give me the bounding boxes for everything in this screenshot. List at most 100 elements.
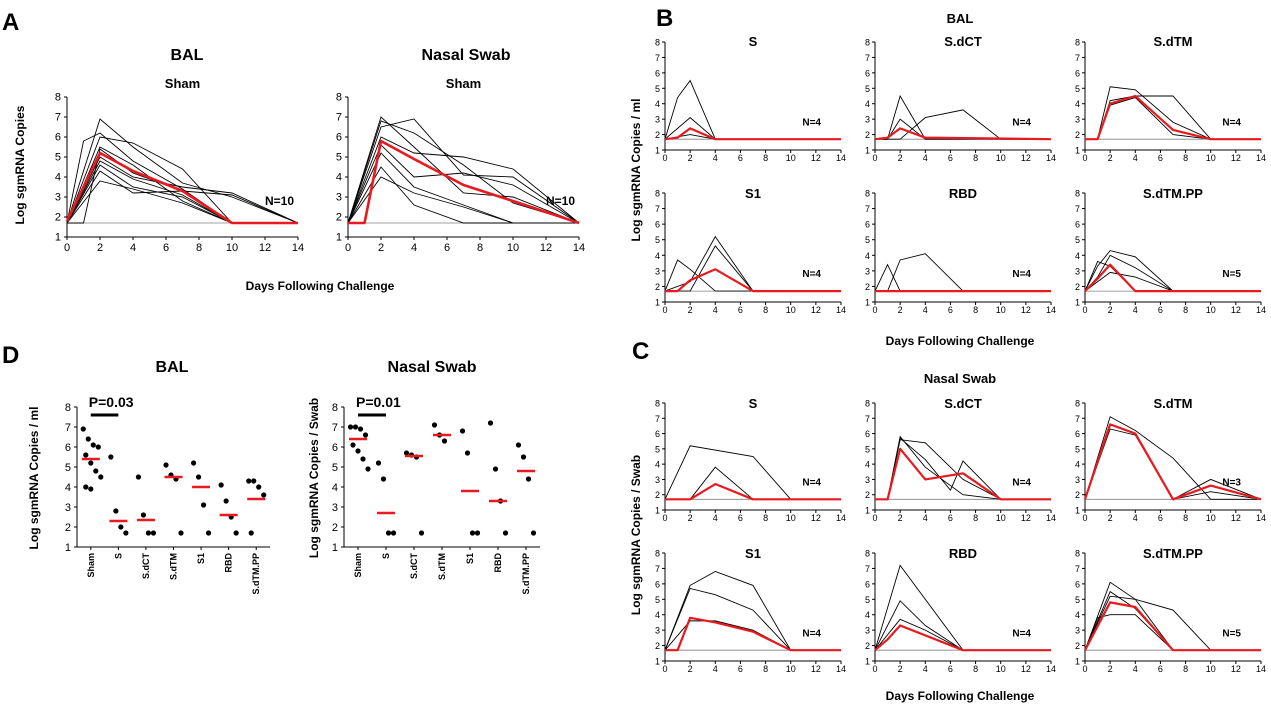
d-bal-y-tick-label: 4: [65, 482, 71, 494]
a-bal-y-tick-label: 6: [55, 132, 61, 144]
d-ns-data-point: [418, 530, 425, 536]
c-title: Nasal Swab: [924, 371, 996, 386]
c-sdtm-x-tick-label: 0: [1082, 513, 1087, 523]
b-s1-y-tick-label: 3: [655, 266, 660, 276]
c-sdct-y-tick-label: 5: [865, 444, 870, 454]
d-bal-data-point: [246, 478, 252, 484]
b-sdtm-mean-line: [1085, 94, 1261, 141]
d-ns-data-point: [474, 530, 481, 536]
c-sdtm-n-label: N=3: [1222, 478, 1241, 489]
b-rbd-x-tick-label: 0: [872, 305, 877, 315]
c-s-n-label: N=4: [802, 478, 821, 489]
c-sdtmpp-y-tick-label: 4: [1075, 610, 1080, 620]
b-s1-x-tick-label: 0: [662, 305, 667, 315]
c-sdct-animal-line: [875, 437, 1051, 500]
c-s1-x-tick-label: 12: [811, 664, 821, 674]
c-s-y-tick-label: 4: [655, 460, 660, 470]
b-rbd-y-tick-label: 2: [865, 282, 870, 292]
c-sdct-y-tick-label: 1: [865, 506, 870, 516]
b-rbd-y-tick-label: 4: [865, 251, 870, 261]
a-ns-y-tick-label: 8: [336, 92, 342, 104]
b-s1-mean-line: [665, 268, 841, 293]
c-s-x-tick-label: 10: [786, 513, 796, 523]
d-bal-data-point: [200, 502, 207, 508]
c-sdct-y-tick-label: 4: [865, 460, 870, 470]
d-ns-data-point: [469, 530, 476, 536]
c-s-x-tick-label: 8: [763, 513, 768, 523]
c-sdct-title: S.dCT: [944, 396, 982, 411]
b-sdct-x-tick-label: 0: [872, 153, 877, 163]
c-sdtmpp-x-tick-label: 12: [1231, 664, 1241, 674]
c-s-x-tick-label: 0: [662, 513, 667, 523]
d-ns-data-point: [487, 420, 494, 426]
d-bal-data-point: [261, 492, 267, 498]
d-ns-data-point: [350, 442, 356, 448]
d-ns-y-tick-label: 1: [332, 542, 338, 554]
b-sdtm-y-tick-label: 6: [1075, 68, 1080, 78]
c-sdtm-x-tick-label: 4: [1133, 513, 1138, 523]
d-ns-data-point: [352, 424, 359, 430]
b-s1-y-tick-label: 5: [655, 235, 660, 245]
c-sdtm-x-tick-label: 6: [1158, 513, 1163, 523]
d-ns-data-point: [459, 428, 466, 434]
c-sdtmpp-mean-line: [1084, 601, 1261, 652]
b-s-y-tick-label: 1: [655, 146, 660, 156]
a-ns-n-label: N=10: [546, 194, 575, 208]
c-s1-y-tick-label: 3: [655, 626, 660, 636]
c-rbd-x-tick-label: 14: [1046, 664, 1056, 674]
c-s1-animal-line: [664, 587, 841, 651]
b-s-x-tick-label: 8: [763, 153, 768, 163]
b-sdtmpp-y-tick-label: 4: [1075, 251, 1080, 261]
b-rbd-x-tick-label: 14: [1046, 305, 1056, 315]
a-bal-y-tick-label: 2: [55, 212, 61, 224]
a-ylabel: Log sgmRNA Copies: [13, 105, 27, 224]
c-s1-y-tick-label: 7: [655, 564, 660, 574]
c-rbd-y-tick-label: 5: [865, 595, 870, 605]
d-ns-data-point: [375, 460, 382, 466]
a-ns-animal-line: [347, 176, 579, 224]
b-sdtm-x-tick-label: 10: [1206, 153, 1216, 163]
d-bal-category-label: S.dTM: [169, 553, 179, 580]
a-bal-x-tick-label: 6: [163, 242, 169, 254]
b-rbd-x-tick-label: 6: [948, 305, 953, 315]
c-sdtm-y-tick-label: 2: [1075, 490, 1080, 500]
a-ns-y-tick-label: 7: [336, 112, 342, 124]
b-rbd-x-tick-label: 8: [973, 305, 978, 315]
c-s1-y-tick-label: 2: [655, 641, 660, 651]
c-sdct-x-tick-label: 12: [1021, 513, 1031, 523]
b-sdtm-y-tick-label: 7: [1075, 53, 1080, 63]
a-ns-animal-line: [347, 136, 580, 224]
b-s-x-tick-label: 12: [811, 153, 821, 163]
c-sdct-y-tick-label: 6: [865, 429, 870, 439]
b-rbd-y-tick-label: 5: [865, 235, 870, 245]
a-ns-y-tick-label: 6: [336, 132, 342, 144]
a-bal-x-tick-label: 12: [259, 242, 271, 254]
c-sdct-y-tick-label: 7: [865, 414, 870, 424]
c-sdct-x-tick-label: 10: [996, 513, 1006, 523]
b-s1-y-tick-label: 4: [655, 251, 660, 261]
c-rbd-x-tick-label: 10: [996, 664, 1006, 674]
b-s-y-tick-label: 8: [655, 38, 660, 48]
d-bal-data-point: [88, 460, 94, 466]
b-s1-n-label: N=4: [802, 269, 821, 280]
c-sdct-y-tick-label: 3: [865, 475, 870, 485]
b-s-y-tick-label: 5: [655, 84, 660, 94]
c-s-x-tick-label: 12: [811, 513, 821, 523]
c-sdtm-x-tick-label: 14: [1256, 513, 1266, 523]
b-sdct-x-tick-label: 6: [948, 153, 953, 163]
a-ns-y-tick-label: 2: [336, 212, 342, 224]
c-sdtmpp-animal-line: [1084, 595, 1261, 651]
b-s1-y-tick-label: 8: [655, 189, 660, 199]
a-bal-y-tick-label: 8: [55, 92, 61, 104]
b-sdtm-y-tick-label: 3: [1075, 115, 1080, 125]
d-bal-data-point: [195, 474, 202, 480]
d-bal-data-point: [248, 530, 254, 536]
c-s1-mean-line: [665, 616, 841, 652]
a-title-nasal: Nasal Swab: [422, 47, 511, 64]
b-title: BAL: [947, 11, 974, 26]
c-s1-y-tick-label: 1: [655, 657, 660, 667]
c-sdtmpp-y-tick-label: 5: [1075, 595, 1080, 605]
c-s-y-tick-label: 2: [655, 490, 660, 500]
c-rbd-y-tick-label: 3: [865, 626, 870, 636]
b-s-x-tick-label: 0: [662, 153, 667, 163]
